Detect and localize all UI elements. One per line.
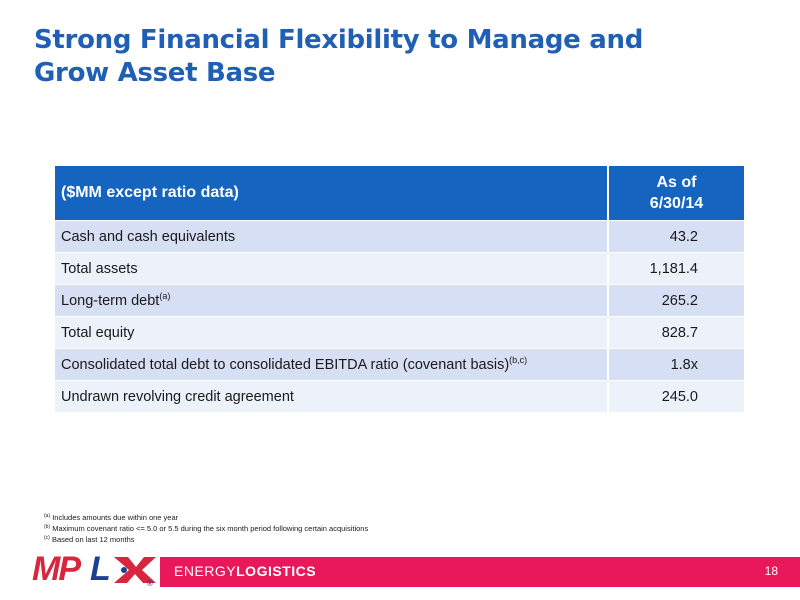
footer-brand: ENERGYLOGISTICS xyxy=(174,563,316,579)
table-row: Total equity 828.7 xyxy=(55,316,744,349)
row-value: 1.8x xyxy=(607,348,744,381)
row-label: Total assets xyxy=(55,252,608,285)
footnote-mark: (b) xyxy=(44,524,51,530)
footer-bar: ENERGYLOGISTICS 18 xyxy=(160,557,800,587)
slide-title-line-1: Strong Financial Flexibility to Manage a… xyxy=(34,25,644,55)
row-label-text: Total assets xyxy=(61,260,138,277)
row-value: 245.0 xyxy=(607,380,744,412)
footnote-ref: (a) xyxy=(159,290,171,301)
row-value: 828.7 xyxy=(607,316,744,349)
logo-x-dot xyxy=(121,567,127,573)
footnote-mark: (c) xyxy=(44,535,50,541)
page-number: 18 xyxy=(764,564,778,578)
table-row: Total assets 1,181.4 xyxy=(55,252,744,285)
table-header-date-line-2: 6/30/14 xyxy=(649,195,704,212)
logo-x-mark xyxy=(114,557,156,583)
footnote-mark: (a) xyxy=(44,513,51,519)
row-value: 43.2 xyxy=(607,220,744,253)
table-header-label: ($MM except ratio data) xyxy=(55,166,608,221)
slide-title-line-2: Grow Asset Base xyxy=(34,58,276,88)
financial-table: ($MM except ratio data) As of 6/30/14 Ca… xyxy=(55,166,744,412)
footnote-c: (c) Based on last 12 months xyxy=(44,534,368,545)
footer-brand-light: ENERGY xyxy=(174,563,237,579)
logo-registered-mark: ® xyxy=(147,579,153,587)
footer-brand-bold: LOGISTICS xyxy=(236,563,317,579)
table-header-row: ($MM except ratio data) As of 6/30/14 xyxy=(55,166,744,221)
row-label: Long-term debt(a) xyxy=(55,284,608,317)
table-header-date: As of 6/30/14 xyxy=(607,166,744,221)
footnote-text: Includes amounts due within one year xyxy=(52,513,179,522)
table-row: Cash and cash equivalents 43.2 xyxy=(55,220,744,253)
logo-text-l: L xyxy=(90,550,109,587)
row-label-text: Long-term debt xyxy=(61,292,160,309)
footnote-a: (a) Includes amounts due within one year xyxy=(44,512,368,523)
row-label: Undrawn revolving credit agreement xyxy=(55,380,608,412)
footnote-b: (b) Maximum covenant ratio <= 5.0 or 5.5… xyxy=(44,523,368,534)
row-label-text: Total equity xyxy=(61,324,135,341)
footnote-text: Based on last 12 months xyxy=(51,535,135,544)
row-label-text: Consolidated total debt to consolidated … xyxy=(61,356,510,373)
row-value: 265.2 xyxy=(607,284,744,317)
table-row: Long-term debt(a) 265.2 xyxy=(55,284,744,317)
row-label: Consolidated total debt to consolidated … xyxy=(55,348,608,381)
table-header-date-line-1: As of xyxy=(656,174,697,191)
row-label: Cash and cash equivalents xyxy=(55,220,608,253)
slide-title: Strong Financial Flexibility to Manage a… xyxy=(34,24,654,90)
table-row: Undrawn revolving credit agreement 245.0 xyxy=(55,380,744,412)
row-value: 1,181.4 xyxy=(607,252,744,285)
mplx-logo: MP L ® xyxy=(32,550,156,587)
row-label: Total equity xyxy=(55,316,608,349)
footnote-ref: (b,c) xyxy=(509,354,528,365)
logo-text-mp: MP xyxy=(32,550,81,587)
row-label-text: Cash and cash equivalents xyxy=(61,228,236,245)
footnote-text: Maximum covenant ratio <= 5.0 or 5.5 dur… xyxy=(52,524,369,533)
footnotes: (a) Includes amounts due within one year… xyxy=(44,512,368,545)
table-row: Consolidated total debt to consolidated … xyxy=(55,348,744,381)
row-label-text: Undrawn revolving credit agreement xyxy=(61,388,294,405)
